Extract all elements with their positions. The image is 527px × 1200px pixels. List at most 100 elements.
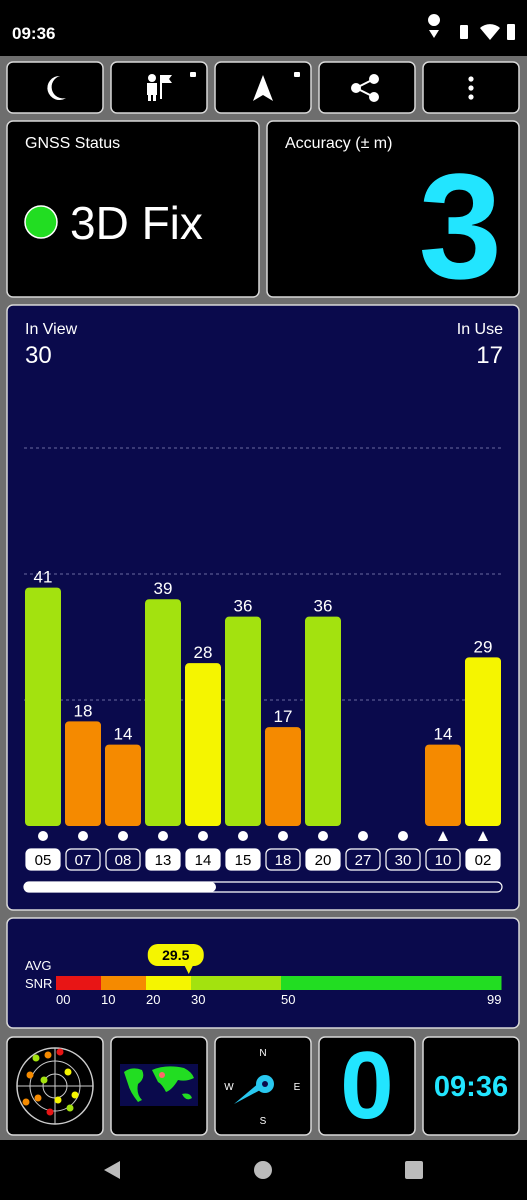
battery-icon [507, 24, 515, 40]
share-icon [351, 74, 379, 102]
recents-button[interactable] [405, 1161, 423, 1179]
id-box [105, 848, 141, 871]
arrow-icon [253, 72, 300, 101]
avg-value: 29.5 [162, 947, 189, 963]
marker [318, 831, 328, 841]
gnss-status-panel [6, 120, 260, 298]
grid [24, 447, 502, 701]
accuracy-panel [266, 120, 520, 298]
snr-tick-label: 50 [281, 992, 295, 1007]
compass-south: S [260, 1116, 267, 1127]
marker [238, 831, 248, 841]
id-box [145, 848, 181, 871]
waypoint-button[interactable] [110, 61, 208, 114]
moon-icon [47, 75, 66, 100]
bars: 41 05 18 07 14 08 39 13 28 14 36 15 17 18 36 20 27 30 14 10… [25, 568, 501, 871]
bar [65, 721, 101, 826]
id-box [385, 848, 421, 871]
scrollbar-thumb[interactable] [24, 882, 216, 892]
value-label: 18 [74, 701, 93, 720]
value-label: 36 [314, 597, 333, 616]
wifi-icon [480, 24, 500, 40]
fix-status: 3D Fix [70, 197, 203, 249]
id-box [345, 848, 381, 871]
avg-label: AVG [25, 958, 52, 973]
value-label: 29 [474, 637, 493, 656]
snr-segment [146, 976, 191, 990]
marker [478, 831, 488, 841]
snr-panel [6, 917, 520, 1029]
id-box [185, 848, 221, 871]
home-button[interactable] [254, 1161, 272, 1179]
avg-pointer [183, 964, 194, 974]
share-button[interactable] [318, 61, 416, 114]
x-tick-label: 05 [35, 852, 52, 869]
count-tile[interactable] [318, 1036, 416, 1136]
marker [158, 831, 168, 841]
bottom-tiles: N E S W 0 09:36 [6, 1032, 520, 1139]
id-box [225, 848, 261, 871]
value-label: 17 [274, 707, 293, 726]
snr-tick-label: 00 [56, 992, 70, 1007]
snr-tick-label: 30 [191, 992, 205, 1007]
value-label: 14 [114, 725, 133, 744]
snr-label: SNR [25, 976, 52, 991]
x-tick-label: 10 [435, 852, 452, 869]
bar [145, 599, 181, 826]
clock-value: 09:36 [434, 1071, 508, 1103]
marker [118, 831, 128, 841]
night-mode-button[interactable] [6, 61, 104, 114]
location-icon [428, 14, 441, 38]
snr-segment [191, 976, 281, 990]
status-time: 09:36 [12, 24, 55, 43]
x-tick-label: 27 [355, 852, 372, 869]
snr-segment [281, 976, 502, 990]
id-box [425, 848, 461, 871]
sky-plot-icon [16, 1047, 94, 1125]
bar [105, 744, 141, 826]
bar [265, 727, 301, 826]
in-view-label: In View [25, 321, 78, 338]
x-tick-label: 30 [395, 852, 412, 869]
compass-north: N [259, 1048, 266, 1059]
back-button[interactable] [104, 1161, 120, 1179]
id-box [265, 848, 301, 871]
bar [425, 744, 461, 826]
value-label: 28 [194, 643, 213, 662]
snr-tick-label: 20 [146, 992, 160, 1007]
gnss-status-title: GNSS Status [25, 135, 120, 152]
toolbar [6, 61, 520, 114]
x-tick-label: 14 [195, 852, 212, 869]
snr-tick-label: 10 [101, 992, 115, 1007]
value-label: 36 [234, 597, 253, 616]
x-tick-label: 07 [75, 852, 92, 869]
accuracy-value: 3 [419, 142, 502, 310]
in-use-value: 17 [476, 342, 503, 369]
value-label: 41 [34, 568, 53, 587]
marker [78, 831, 88, 841]
clock-tile[interactable] [422, 1036, 520, 1136]
x-tick-label: 02 [475, 852, 492, 869]
in-use-label: In Use [457, 321, 503, 338]
value-label: 14 [434, 725, 453, 744]
x-tick-label: 20 [315, 852, 332, 869]
menu-icon [468, 76, 474, 100]
status-icons [428, 14, 515, 40]
marker [38, 831, 48, 841]
marker [358, 831, 368, 841]
bar [305, 616, 341, 826]
id-box [465, 848, 501, 871]
accuracy-title: Accuracy (± m) [285, 135, 392, 152]
in-view-value: 30 [25, 342, 52, 369]
world-map-icon [120, 1064, 198, 1106]
bar [25, 587, 61, 826]
snr-scale: 00 10 20 30 50 99 29.5 [56, 944, 502, 1007]
x-tick-label: 15 [235, 852, 252, 869]
fix-indicator [24, 205, 58, 239]
avg-bubble [147, 944, 204, 966]
person-flag-icon [147, 72, 196, 101]
marker [198, 831, 208, 841]
id-box [65, 848, 101, 871]
